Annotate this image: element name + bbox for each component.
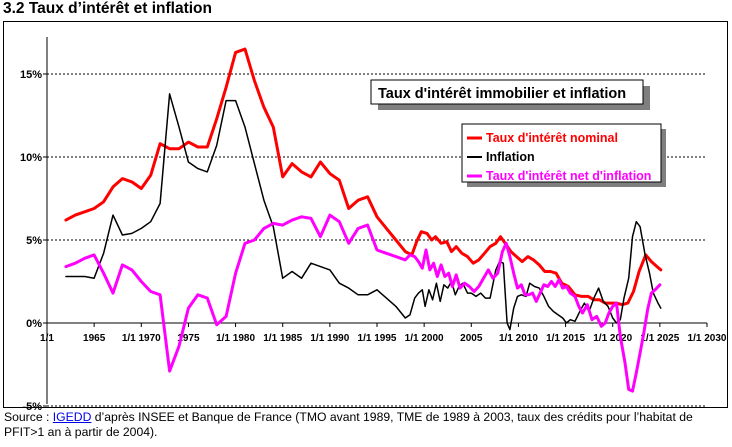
y-tick-label: 15% <box>20 69 42 81</box>
x-tick-label: 1/1 1990 <box>310 333 349 344</box>
chart-title-box: Taux d'intérêt immobilier et inflation <box>370 79 650 110</box>
x-tick-label: 1/1 2010 <box>499 333 538 344</box>
x-tick-label: 1/1 1995 <box>358 333 397 344</box>
legend-label-inflation: Inflation <box>486 150 535 164</box>
legend: Taux d'intérêt nominal Inflation Taux d'… <box>461 123 666 187</box>
y-tick-label: 5% <box>26 235 42 247</box>
x-tick-label: 1/1 2030 <box>688 333 727 344</box>
x-tick-label: 1/1 2020 <box>593 333 632 344</box>
x-tick-labels: 1/1 1965 1/1 1970 1975 1/1 1980 1/1 1985 1/1 1… <box>40 323 727 344</box>
source-text: d’après INSEE et Banque de France (TMO a… <box>4 410 693 439</box>
x-tick-label: 1975 <box>177 333 200 344</box>
x-tick-label: 1/1 1970 <box>122 333 161 344</box>
source-prefix: Source : <box>4 410 53 424</box>
x-tick-label: 1/1 2000 <box>405 333 444 344</box>
source-link[interactable]: IGEDD <box>52 410 92 424</box>
legend-label-net: Taux d'intérêt net d'inflation <box>486 169 651 183</box>
y-tick-label: 0% <box>26 318 42 330</box>
y-tick-labels: 15% 10% 5% 0% -5% <box>20 69 47 413</box>
series-line-net <box>64 213 662 393</box>
x-tick-label: 2005 <box>460 333 483 344</box>
page-title: 3.2 Taux d’intérêt et inflation <box>3 0 212 17</box>
source-note: Source : IGEDD d’après INSEE et Banque d… <box>4 410 728 440</box>
x-tick-label: 1/1 2025 <box>640 333 679 344</box>
x-tick-label: 1/1 1980 <box>216 333 255 344</box>
legend-frame <box>461 123 662 183</box>
series-lines <box>64 47 663 393</box>
series-line-nominal <box>64 47 663 307</box>
chart-title-frame <box>370 79 644 105</box>
legend-label-nominal: Taux d'intérêt nominal <box>486 131 618 145</box>
series-line-inflation <box>65 93 662 331</box>
x-tick-label: 1/1 <box>40 333 54 344</box>
x-tick-label: 1/1 1985 <box>263 333 302 344</box>
chart-title: Taux d'intérêt immobilier et inflation <box>378 86 626 102</box>
y-tick-label: -5% <box>22 401 42 413</box>
y-tick-label: 10% <box>20 152 42 164</box>
x-tick-label: 1/1 2015 <box>546 333 585 344</box>
x-tick-label: 1965 <box>83 333 106 344</box>
